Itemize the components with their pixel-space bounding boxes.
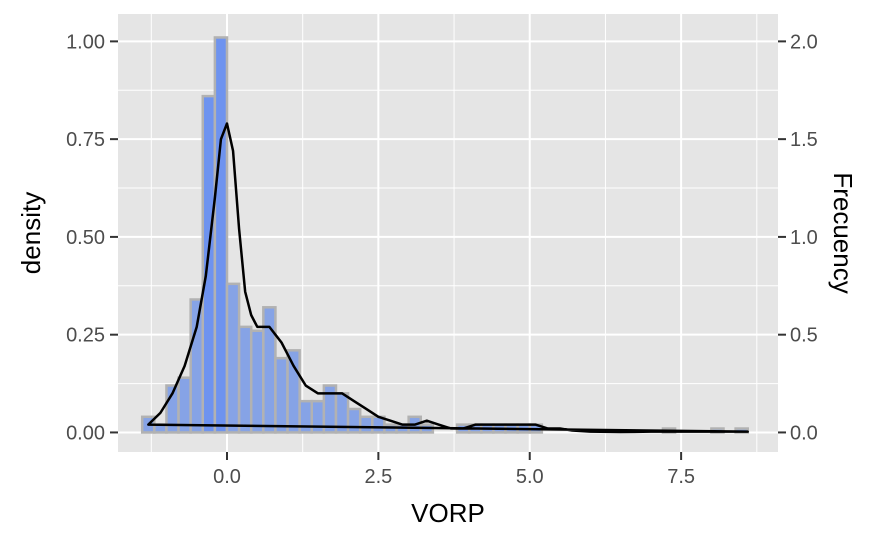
y-axis-title: density	[16, 192, 46, 274]
histogram-bar	[286, 349, 301, 434]
histogram-bar	[274, 356, 289, 434]
histogram-bar	[249, 329, 265, 434]
histogram-bar	[225, 282, 241, 434]
y2-tick-label: 1.0	[790, 227, 818, 249]
x-axis: 0.0 2.5 5.0 7.5	[213, 452, 695, 488]
y-tick-label: 1.00	[66, 31, 105, 53]
x-tick-label: 5.0	[516, 466, 544, 488]
density-curve-group	[147, 122, 749, 434]
histogram-bar	[189, 298, 205, 434]
y-tick-label: 0.00	[66, 422, 105, 444]
y-tick-label: 0.75	[66, 129, 105, 151]
y-tick-label: 0.50	[66, 227, 105, 249]
histogram-bar	[358, 415, 374, 434]
y2-tick-label: 2.0	[790, 31, 818, 53]
histogram-bar	[346, 407, 362, 434]
x-axis-title: VORP	[411, 498, 485, 528]
histogram-bar	[213, 36, 229, 434]
x-tick-label: 0.0	[213, 466, 241, 488]
x-tick-label: 7.5	[667, 466, 695, 488]
density-curve	[147, 122, 749, 434]
y2-axis-title: Frecuency	[828, 172, 858, 293]
y2-tick-label: 0.5	[790, 325, 818, 347]
y-tick-label: 0.25	[66, 325, 105, 347]
y2-tick-label: 0.0	[790, 422, 818, 444]
y-axis-right: 0.0 0.5 1.0 1.5 2.0	[778, 31, 818, 444]
x-tick-label: 2.5	[364, 466, 392, 488]
y2-tick-label: 1.5	[790, 129, 818, 151]
histogram-bar	[237, 325, 253, 434]
histogram-bars	[140, 36, 749, 434]
histogram-bar	[201, 94, 217, 434]
y-axis-left: 0.00 0.25 0.50 0.75 1.00	[66, 31, 118, 444]
